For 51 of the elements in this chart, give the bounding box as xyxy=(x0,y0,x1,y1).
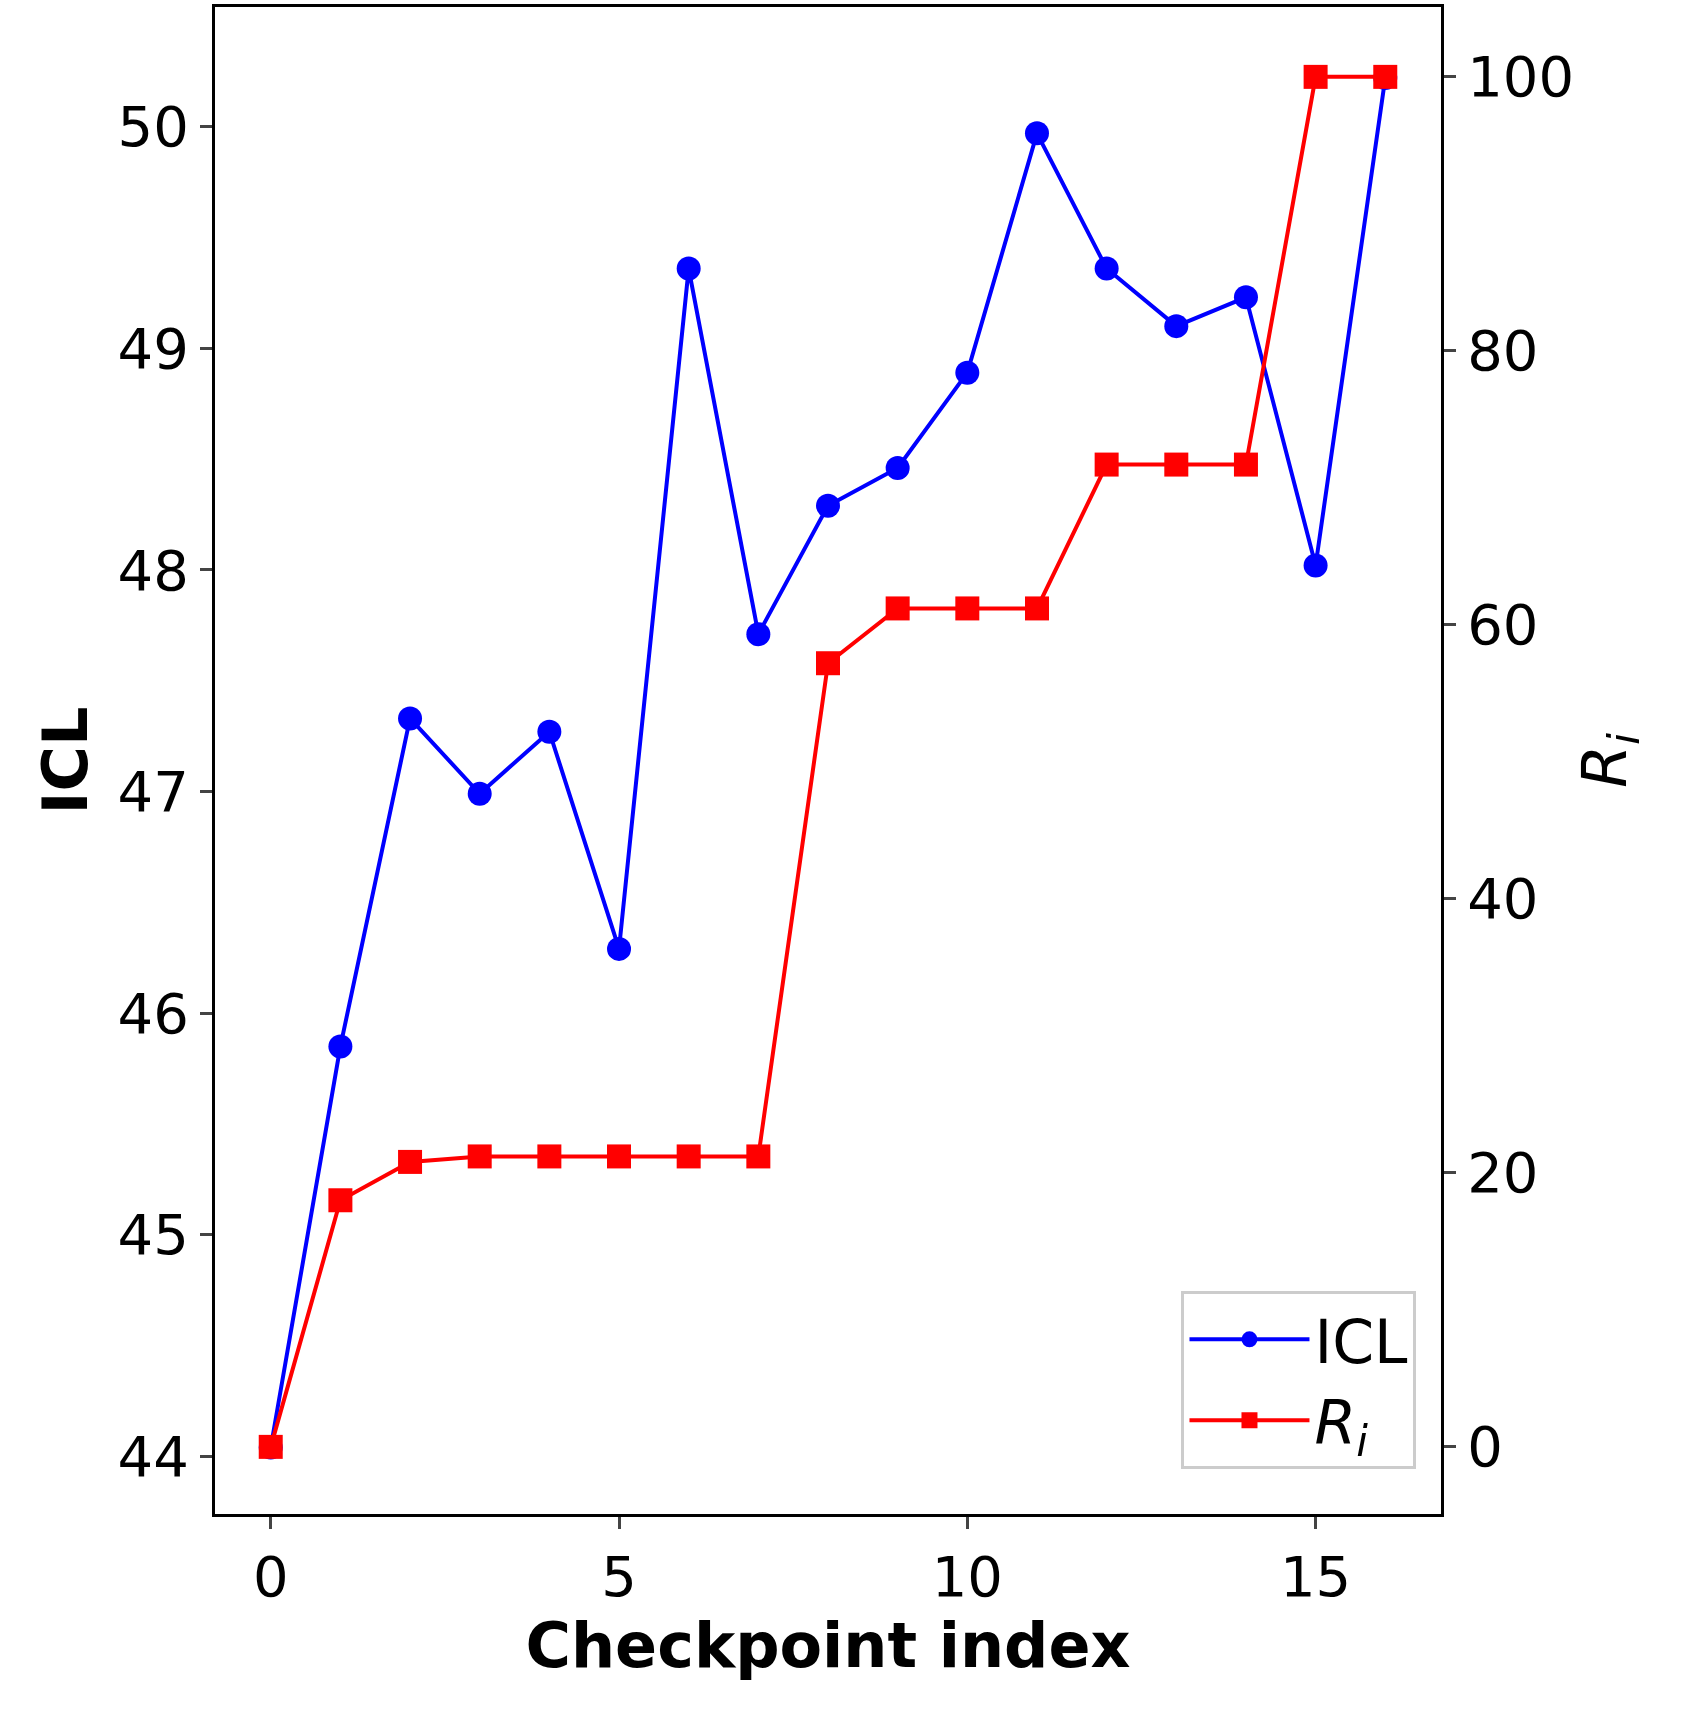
y-tick-label: 46 xyxy=(117,980,189,1046)
y-tick-label: 44 xyxy=(117,1423,189,1489)
point xyxy=(398,706,423,731)
x-tick-label: 15 xyxy=(1279,1544,1352,1610)
legend-label: ICL xyxy=(1314,1306,1409,1377)
x-tick-label: 5 xyxy=(601,1544,637,1610)
point xyxy=(676,1144,701,1169)
y-tick-label: 49 xyxy=(117,315,189,381)
point xyxy=(607,936,632,961)
point xyxy=(955,360,980,385)
point xyxy=(1303,553,1328,578)
point xyxy=(537,1144,562,1169)
point xyxy=(1233,452,1258,477)
point xyxy=(676,256,701,281)
y2-tick-label: 100 xyxy=(1467,44,1575,110)
y-axis-title: ICL xyxy=(29,706,103,815)
point xyxy=(607,1144,632,1169)
point xyxy=(1164,314,1189,339)
x-axis-title: Checkpoint index xyxy=(525,1609,1131,1683)
point xyxy=(816,651,840,676)
y-tick-label: 48 xyxy=(117,537,189,603)
x-tick-label: 0 xyxy=(252,1544,289,1610)
point xyxy=(467,781,492,806)
point xyxy=(816,493,840,518)
point xyxy=(1164,452,1189,477)
point xyxy=(328,1034,353,1059)
point xyxy=(885,455,910,480)
point xyxy=(537,719,562,744)
y-tick-label: 47 xyxy=(117,759,189,825)
y2-tick-label: 40 xyxy=(1467,866,1539,932)
legend-label: R$_{i}$ xyxy=(1314,1387,1369,1467)
y2-tick-label: 0 xyxy=(1467,1414,1503,1480)
point xyxy=(746,1144,771,1169)
point xyxy=(746,622,771,647)
point xyxy=(1233,285,1258,310)
point xyxy=(1303,64,1328,89)
y2-tick-label: 20 xyxy=(1467,1140,1539,1206)
point xyxy=(467,1144,492,1169)
y2-tick-label: 80 xyxy=(1467,318,1539,384)
x-tick-label: 10 xyxy=(931,1544,1003,1610)
point xyxy=(328,1188,353,1213)
y-tick-label: 50 xyxy=(117,94,189,160)
point xyxy=(398,1149,423,1174)
y2-tick-label: 60 xyxy=(1467,592,1539,658)
point xyxy=(885,596,910,621)
point xyxy=(1024,596,1049,621)
point xyxy=(955,596,980,621)
point xyxy=(1024,121,1049,146)
y-tick-label: 45 xyxy=(117,1202,189,1268)
point xyxy=(1094,452,1119,477)
point xyxy=(1094,256,1119,281)
